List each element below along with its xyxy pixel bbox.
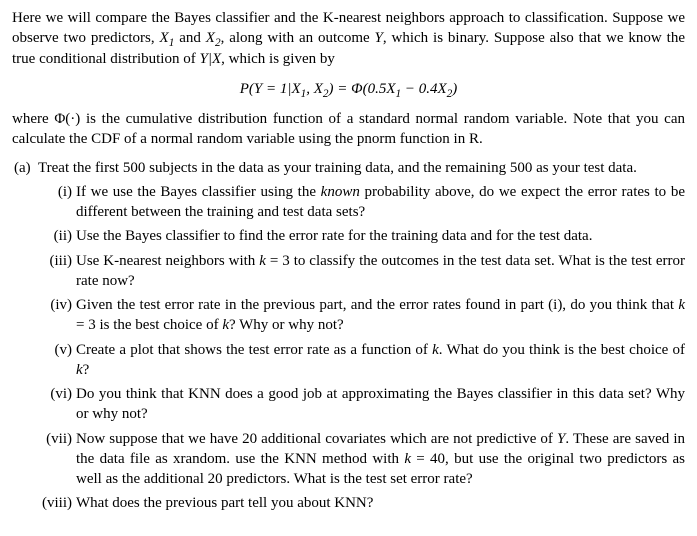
- marker-vi: (vi): [34, 384, 72, 404]
- item-viii: (viii) What does the previous part tell …: [12, 493, 685, 511]
- item-i-text-a: If we use the Bayes classifier using the: [76, 184, 321, 200]
- item-v-text-a: Create a plot that shows the test error …: [76, 342, 432, 358]
- item-v-text-b: . What do you think is the best choice o…: [439, 342, 685, 358]
- item-iv-k2: k: [222, 317, 229, 333]
- marker-a: (a): [14, 158, 31, 178]
- item-v-text-c: ?: [83, 362, 90, 378]
- item-i-known: known: [321, 184, 360, 200]
- marker-iii: (iii): [34, 251, 72, 271]
- intro-text-3: , along with an outcome: [221, 30, 375, 46]
- item-vii: (vii) Now suppose that we have 20 additi…: [12, 429, 685, 490]
- item-iv-k: k: [678, 297, 685, 313]
- item-vii-text-a: Now suppose that we have 20 additional c…: [76, 431, 557, 447]
- item-vi-text: Do you think that KNN does a good job at…: [76, 386, 685, 422]
- formula-display: P(Y = 1|X1, X2) = Φ(0.5X1 − 0.4X2): [12, 79, 685, 99]
- item-v-k: k: [432, 342, 439, 358]
- item-iii-text-a: Use K-nearest neighbors with: [76, 253, 259, 269]
- marker-v: (v): [34, 340, 72, 360]
- item-v: (v) Create a plot that shows the test er…: [12, 340, 685, 381]
- item-ii: (ii) Use the Bayes classifier to find th…: [12, 226, 685, 246]
- intro-text-2: and: [174, 30, 205, 46]
- item-iv-text-b: = 3 is the best choice of: [76, 317, 222, 333]
- item-iii: (iii) Use K-nearest neighbors with k = 3…: [12, 251, 685, 292]
- var-y: Y: [375, 30, 383, 46]
- marker-vii: (vii): [34, 429, 72, 449]
- item-iv-text-c: ? Why or why not?: [229, 317, 344, 333]
- item-iii-k: k: [259, 253, 266, 269]
- marker-i: (i): [34, 182, 72, 202]
- item-a: (a) Treat the first 500 subjects in the …: [12, 158, 685, 178]
- marker-viii: (viii): [34, 493, 72, 511]
- where-paragraph: where Φ(·) is the cumulative distributio…: [12, 109, 685, 150]
- item-ii-text: Use the Bayes classifier to find the err…: [76, 228, 592, 244]
- var-x2: X2: [206, 30, 221, 46]
- var-x1: X1: [160, 30, 175, 46]
- item-i: (i) If we use the Bayes classifier using…: [12, 182, 685, 223]
- item-a-text: Treat the first 500 subjects in the data…: [38, 160, 637, 176]
- var-yx: Y|X: [199, 51, 221, 67]
- item-vi: (vi) Do you think that KNN does a good j…: [12, 384, 685, 425]
- item-iv-text-a: Given the test error rate in the previou…: [76, 297, 678, 313]
- marker-iv: (iv): [34, 295, 72, 315]
- marker-ii: (ii): [34, 226, 72, 246]
- item-vii-k: k: [404, 451, 411, 467]
- intro-paragraph: Here we will compare the Bayes classifie…: [12, 8, 685, 69]
- intro-text-5: , which is given by: [221, 51, 335, 67]
- item-v-k2: k: [76, 362, 83, 378]
- item-viii-text: What does the previous part tell you abo…: [76, 495, 373, 511]
- item-iv: (iv) Given the test error rate in the pr…: [12, 295, 685, 336]
